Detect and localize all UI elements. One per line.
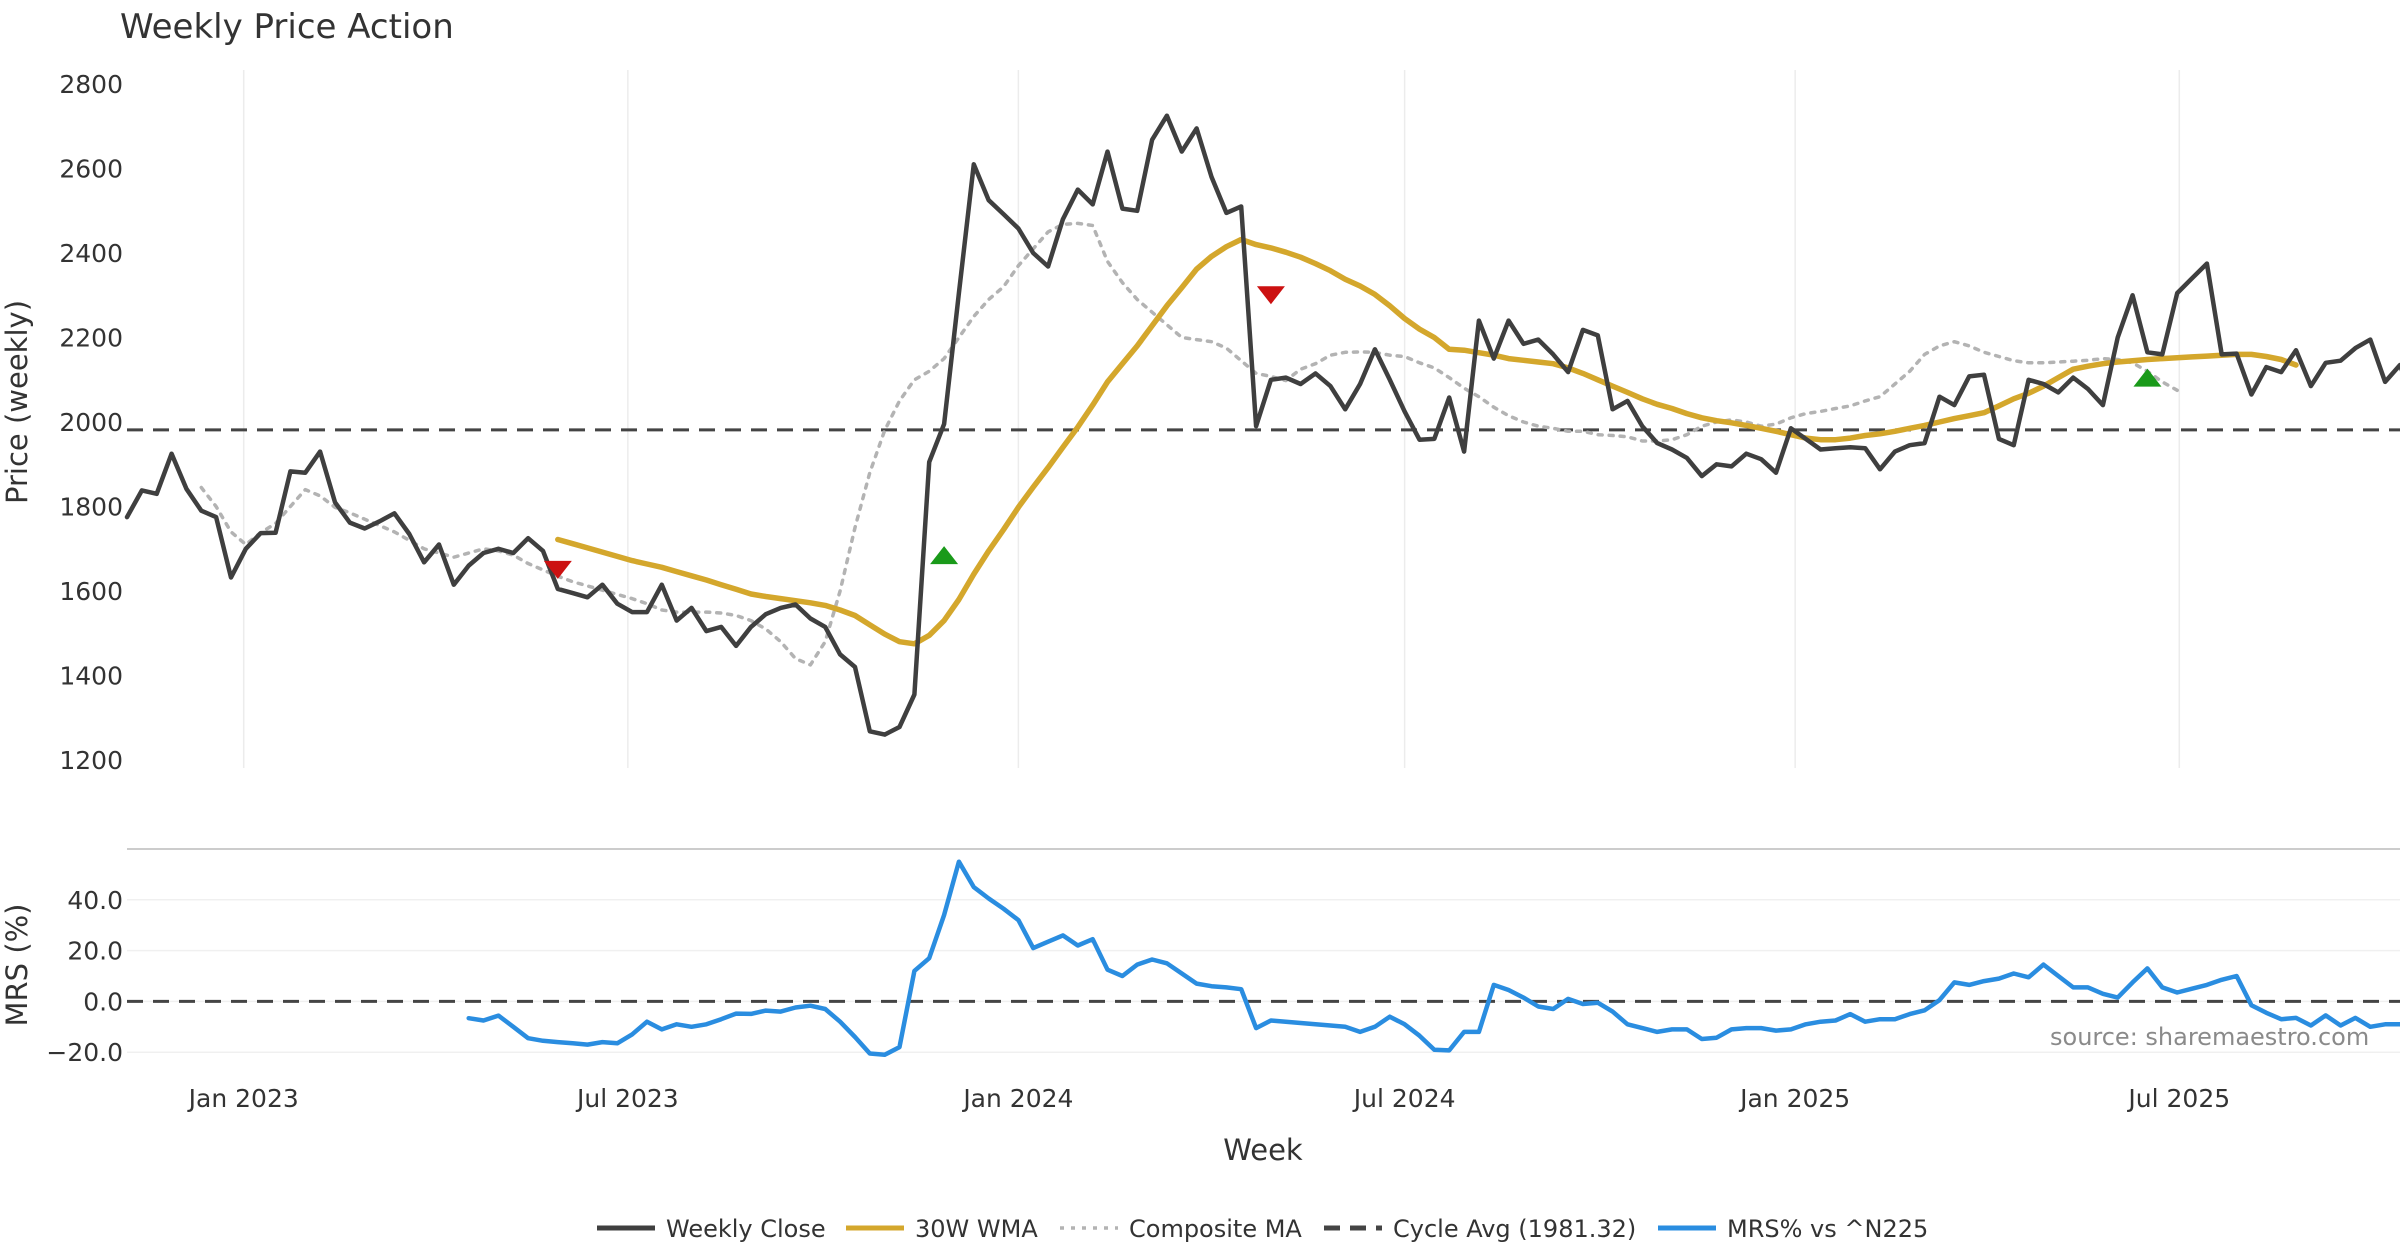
price-y-tick-label: 2400 — [59, 239, 123, 268]
mrs-y-tick-label: 20.0 — [67, 937, 123, 966]
x-tick-label: Jan 2023 — [187, 1084, 299, 1113]
buy-signal-marker — [2133, 368, 2162, 387]
legend-label-weekly-close: Weekly Close — [666, 1215, 826, 1243]
sell-signal-marker — [543, 560, 572, 579]
price-y-ticks: 1200 1400 1600 1800 2000 2200 2400 2600 2800 — [59, 70, 123, 775]
x-tick-label: Jul 2025 — [2126, 1084, 2230, 1113]
x-tick-label: Jul 2024 — [1352, 1084, 1456, 1113]
legend-label-cycle-avg-1981-32: Cycle Avg (1981.32) — [1393, 1215, 1636, 1243]
price-y-axis-label: Price (weekly) — [0, 300, 34, 504]
price-y-tick-label: 2800 — [59, 70, 123, 99]
30w-wma-line — [555, 236, 2299, 647]
price-y-tick-label: 1200 — [59, 746, 123, 775]
x-axis-label: Week — [1223, 1133, 1303, 1167]
mrs-vs-n225-line — [466, 859, 2400, 1058]
weekly-close-line — [124, 113, 2400, 737]
legend-label-30w-wma: 30W WMA — [915, 1215, 1038, 1243]
buy-signal-marker — [930, 546, 959, 565]
mrs-y-ticks: 40.0 20.0 0.0 −20.0 — [46, 886, 123, 1067]
legend: Weekly Close 30W WMA Composite MA Cycle Avg… — [597, 1215, 1928, 1243]
legend-label-composite-ma: Composite MA — [1129, 1215, 1302, 1243]
chart-title: Weekly Price Action — [120, 7, 454, 47]
price-y-tick-label: 2200 — [59, 324, 123, 353]
x-ticks: Jan 2023 Jul 2023 Jan 2024 Jul 2024 Jan 2025… — [187, 1084, 2230, 1113]
price-series — [124, 113, 2400, 737]
price-y-tick-label: 2000 — [59, 408, 123, 437]
x-tick-label: Jul 2023 — [575, 1084, 679, 1113]
price-y-tick-label: 1800 — [59, 493, 123, 522]
source-watermark: source: sharemaestro.com — [2050, 1023, 2369, 1051]
x-tick-label: Jan 2024 — [961, 1084, 1073, 1113]
x-tick-label: Jan 2025 — [1738, 1084, 1850, 1113]
price-y-tick-label: 2600 — [59, 155, 123, 184]
legend-label-mrs-vs-n225: MRS% vs ^N225 — [1727, 1215, 1928, 1243]
composite-ma-line — [199, 221, 2179, 667]
price-y-tick-label: 1600 — [59, 577, 123, 606]
sell-signal-marker — [1256, 286, 1285, 305]
signal-markers — [543, 286, 2162, 579]
vertical-gridlines — [242, 70, 2181, 768]
mrs-y-axis-label: MRS (%) — [0, 904, 34, 1027]
mrs-y-tick-label: 0.0 — [83, 987, 123, 1016]
mrs-y-tick-label: 40.0 — [67, 886, 123, 915]
mrs-series — [127, 859, 2400, 1058]
price-y-tick-label: 1400 — [59, 662, 123, 691]
mrs-y-tick-label: −20.0 — [46, 1038, 123, 1067]
